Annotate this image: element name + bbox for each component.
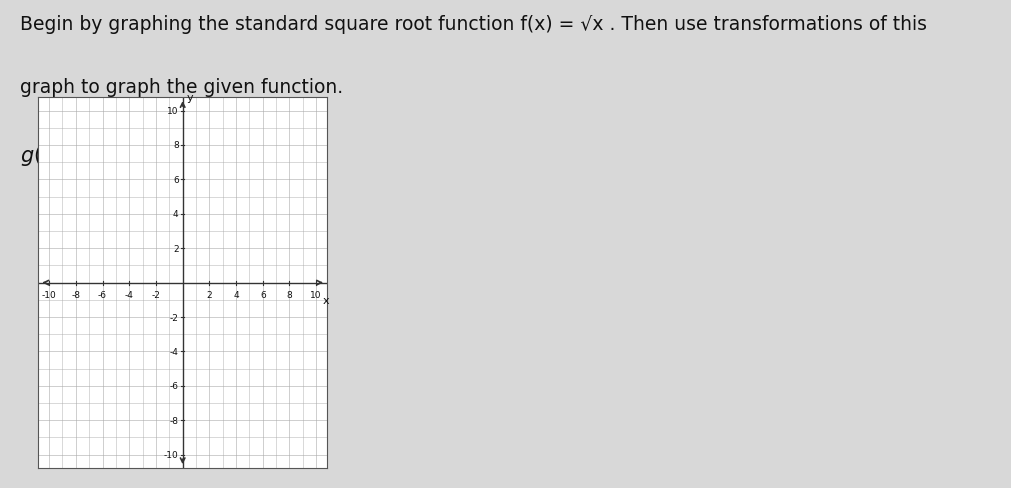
- Text: -10: -10: [41, 291, 57, 300]
- Text: 8: 8: [173, 141, 179, 150]
- Text: x: x: [323, 295, 330, 305]
- Text: y: y: [186, 93, 193, 103]
- Text: 10: 10: [167, 107, 179, 116]
- Text: -8: -8: [71, 291, 80, 300]
- Text: -2: -2: [170, 313, 179, 322]
- Text: graph to graph the given function.: graph to graph the given function.: [20, 78, 343, 97]
- Text: 6: 6: [173, 176, 179, 184]
- Text: 10: 10: [310, 291, 321, 300]
- Text: -2: -2: [152, 291, 160, 300]
- Text: -8: -8: [170, 416, 179, 425]
- Text: 2: 2: [173, 244, 179, 253]
- Text: -4: -4: [124, 291, 133, 300]
- Text: 6: 6: [260, 291, 266, 300]
- Text: 4: 4: [173, 210, 179, 219]
- Text: Begin by graphing the standard square root function f(x) = √x . Then use transfo: Begin by graphing the standard square ro…: [20, 15, 926, 34]
- Text: -6: -6: [98, 291, 107, 300]
- Text: 4: 4: [233, 291, 239, 300]
- Text: 8: 8: [286, 291, 292, 300]
- Text: -10: -10: [164, 450, 179, 459]
- Text: -6: -6: [170, 382, 179, 390]
- Text: 2: 2: [206, 291, 212, 300]
- Text: -4: -4: [170, 347, 179, 356]
- Text: $g(x) = \sqrt{-x-1}$: $g(x) = \sqrt{-x-1}$: [20, 137, 176, 169]
